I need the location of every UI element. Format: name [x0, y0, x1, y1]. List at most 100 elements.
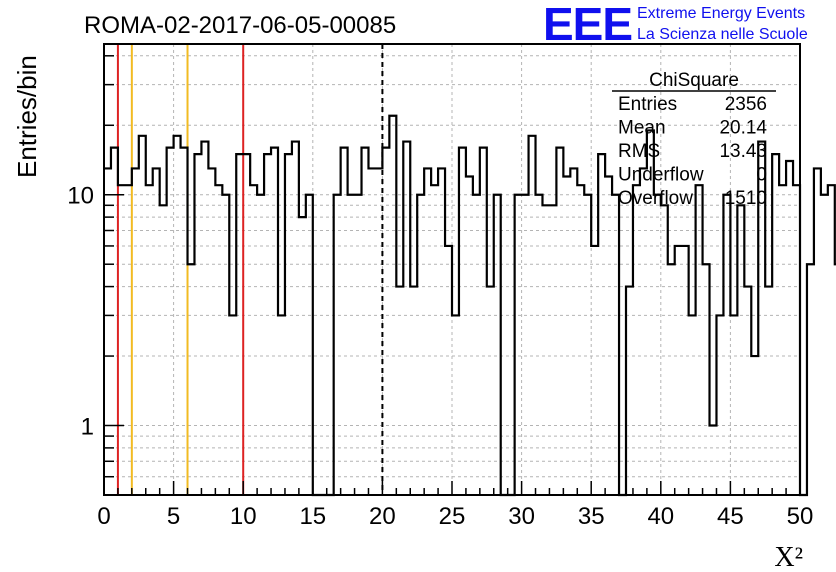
stats-value: 13.43 [719, 141, 767, 162]
axes: 0 5 10 15 20 25 30 35 40 45 50 1 10 [67, 43, 814, 530]
histogram-bin [459, 148, 466, 495]
x-tick-label: 40 [647, 503, 674, 530]
histogram-bin [341, 148, 348, 495]
y-axis-label: Entries/bin [12, 55, 42, 178]
histogram-bin [591, 246, 598, 495]
histogram-bin [744, 287, 751, 495]
stats-value: 20.14 [719, 118, 767, 139]
histogram-bin [640, 168, 647, 495]
histogram-bin [222, 195, 229, 495]
x-tick-label: 45 [717, 503, 744, 530]
histogram-bin [292, 142, 299, 495]
histogram-bin [786, 161, 793, 495]
x-tick-label: 50 [787, 503, 814, 530]
histogram-bin [487, 287, 494, 495]
histogram-bin [257, 195, 264, 495]
y-tick-label: 1 [81, 414, 94, 441]
histogram-bin [779, 185, 786, 495]
histogram-bin [368, 168, 375, 495]
histogram-bin [466, 176, 473, 495]
histogram-bin [118, 185, 125, 495]
histogram-bin [431, 185, 438, 495]
histogram-bin [194, 154, 201, 495]
x-tick-label: 5 [167, 503, 180, 530]
histogram-bin [716, 315, 723, 495]
histogram-bin [584, 195, 591, 495]
histogram-bin [167, 148, 174, 495]
histogram-bin [188, 264, 195, 495]
histogram-bin [536, 195, 543, 495]
histogram-bin [723, 195, 730, 495]
histogram-bin [529, 136, 536, 495]
histogram-bin [403, 142, 410, 495]
stats-value: 1510 [725, 188, 767, 209]
histogram-bin [737, 205, 744, 495]
histogram-bin [146, 185, 153, 495]
histogram-bin [285, 154, 292, 495]
stats-label: Entries [618, 94, 677, 115]
histogram-bin [821, 195, 828, 495]
histogram-bin [278, 315, 285, 495]
histogram-bin [410, 287, 417, 495]
histogram-bin [111, 148, 118, 495]
histogram-bin [730, 315, 737, 495]
histogram-bin [306, 195, 313, 495]
histogram-bin [334, 195, 341, 495]
x-tick-label: 15 [299, 503, 326, 530]
histogram-bin [229, 315, 236, 495]
histogram-bin [153, 168, 160, 495]
histogram-bin [125, 185, 132, 495]
histogram-bin [424, 168, 431, 495]
histogram-bin [139, 136, 146, 495]
histogram-bin [348, 195, 355, 495]
histogram-bin [208, 168, 215, 495]
histogram-bin [668, 264, 675, 495]
eee-logo: EEE Extreme Energy Events La Scienza nel… [543, 0, 808, 50]
histogram-bin [515, 195, 522, 495]
histogram-bin [271, 148, 278, 495]
histogram-bin [828, 185, 835, 495]
histogram-bin [215, 185, 222, 495]
histogram-bin [438, 168, 445, 495]
histogram-bin [299, 217, 306, 495]
histogram-bin [355, 195, 362, 495]
histogram-bin [243, 154, 250, 495]
logo-line-2: La Scienza nelle Scuole [637, 26, 808, 43]
x-tick-label: 0 [97, 503, 110, 530]
x-tick-label: 20 [369, 503, 396, 530]
chart-title: ROMA-02-2017-06-05-00085 [84, 12, 396, 39]
stats-value: 2356 [725, 94, 767, 115]
histogram-bin [772, 154, 779, 495]
histogram-bin [598, 154, 605, 495]
histogram-bin [612, 195, 619, 495]
histogram-bin [494, 195, 501, 495]
y-tick-label: 10 [67, 183, 94, 210]
x-tick-label: 25 [439, 503, 466, 530]
reference-lines [116, 44, 384, 495]
histogram-bin [264, 154, 271, 495]
histogram-bin [542, 205, 549, 495]
stats-value: 0 [756, 165, 767, 186]
histogram-bin [661, 205, 668, 495]
histogram-bin [250, 185, 257, 495]
histogram-bin [626, 287, 633, 495]
histogram-bin [362, 148, 369, 495]
logo-line-1: Extreme Energy Events [637, 5, 805, 22]
histogram-bin [654, 195, 661, 495]
histogram-bin [703, 264, 710, 495]
histogram-bin [689, 315, 696, 495]
histogram-line [104, 114, 836, 497]
x-tick-label: 30 [508, 503, 535, 530]
histogram-bin [480, 148, 487, 495]
x-axis-label: X² [774, 542, 803, 572]
x-tick-label: 35 [578, 503, 605, 530]
histogram-bin [675, 246, 682, 495]
x-tick-label: 10 [230, 503, 257, 530]
histogram-bin [201, 142, 208, 495]
histogram-bin [696, 185, 703, 495]
stats-title: ChiSquare [649, 70, 739, 91]
histogram-bin [807, 264, 814, 495]
stats-label: Overflow [618, 188, 693, 209]
